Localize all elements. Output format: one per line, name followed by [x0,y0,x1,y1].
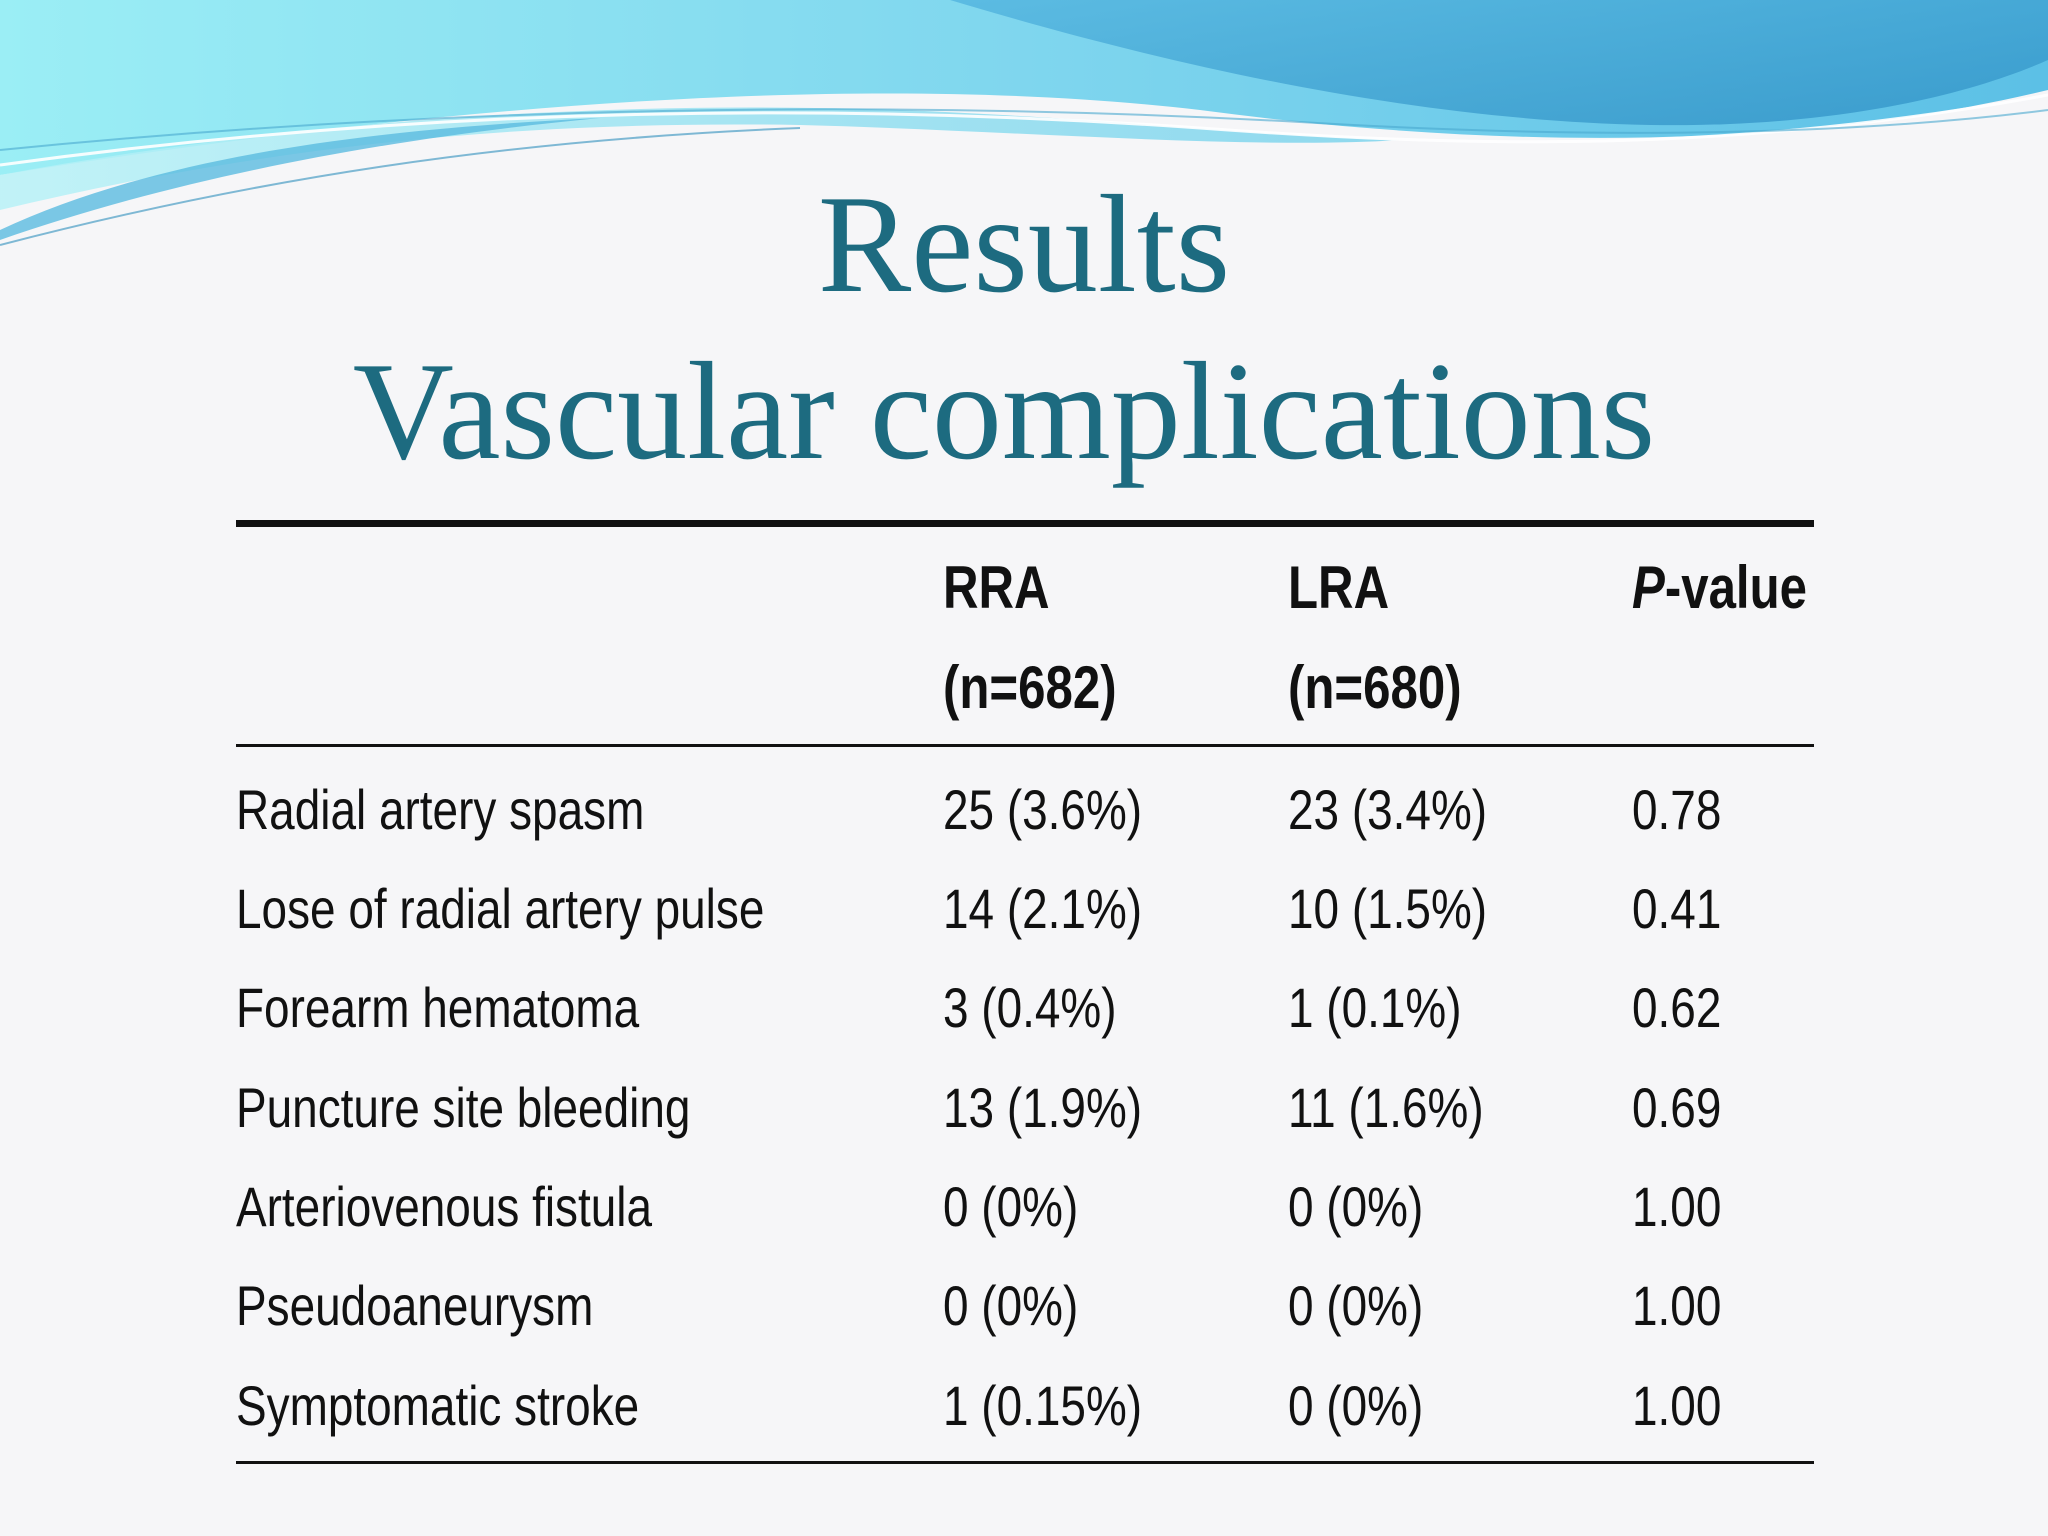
row-label: Symptomatic stroke [236,1374,640,1437]
row-lra-value: 23 (3.4%) [1288,778,1488,841]
row-label: Puncture site bleeding [236,1076,691,1139]
row-rra-value: 14 (2.1%) [943,877,1143,940]
row-p-value: 1.00 [1632,1175,1722,1238]
row-rra-value: 0 (0%) [943,1175,1079,1238]
row-p-value: 0.78 [1632,778,1722,841]
header-p-value: P-value [1632,558,1807,618]
row-label: Lose of radial artery pulse [236,877,765,940]
row-rra-value: 13 (1.9%) [943,1076,1143,1139]
row-p-value: 0.69 [1632,1076,1722,1139]
decorative-wave-banner [0,0,2048,246]
row-label: Radial artery spasm [236,778,645,841]
header-p-rest: -value [1664,554,1808,621]
row-label: Pseudoaneurysm [236,1274,594,1337]
table-bottom-rule [236,1461,1814,1464]
table-top-rule [236,520,1814,527]
header-lra-n: (n=680) [1288,654,1462,721]
header-lra: LRA [1288,554,1390,621]
slide-title: Results [817,167,1231,322]
row-lra-value: 0 (0%) [1288,1374,1424,1437]
row-p-value: 1.00 [1632,1274,1722,1337]
row-rra-value: 25 (3.6%) [943,778,1143,841]
row-lra-value: 1 (0.1%) [1288,976,1462,1039]
slide-subtitle: Vascular complications [352,334,1656,489]
row-p-value: 0.41 [1632,877,1722,940]
row-p-value: 0.62 [1632,976,1722,1039]
row-rra-value: 0 (0%) [943,1274,1079,1337]
row-rra-value: 1 (0.15%) [943,1374,1143,1437]
header-rra-n: (n=682) [943,654,1117,721]
row-p-value: 1.00 [1632,1374,1722,1437]
row-label: Arteriovenous fistula [236,1175,653,1238]
table-header-rule [236,744,1814,747]
row-label: Forearm hematoma [236,976,640,1039]
row-lra-value: 0 (0%) [1288,1274,1424,1337]
header-p-italic: P [1632,554,1665,621]
row-lra-value: 11 (1.6%) [1288,1076,1484,1139]
row-lra-value: 0 (0%) [1288,1175,1424,1238]
header-rra: RRA [943,554,1050,621]
row-rra-value: 3 (0.4%) [943,976,1117,1039]
row-lra-value: 10 (1.5%) [1288,877,1488,940]
